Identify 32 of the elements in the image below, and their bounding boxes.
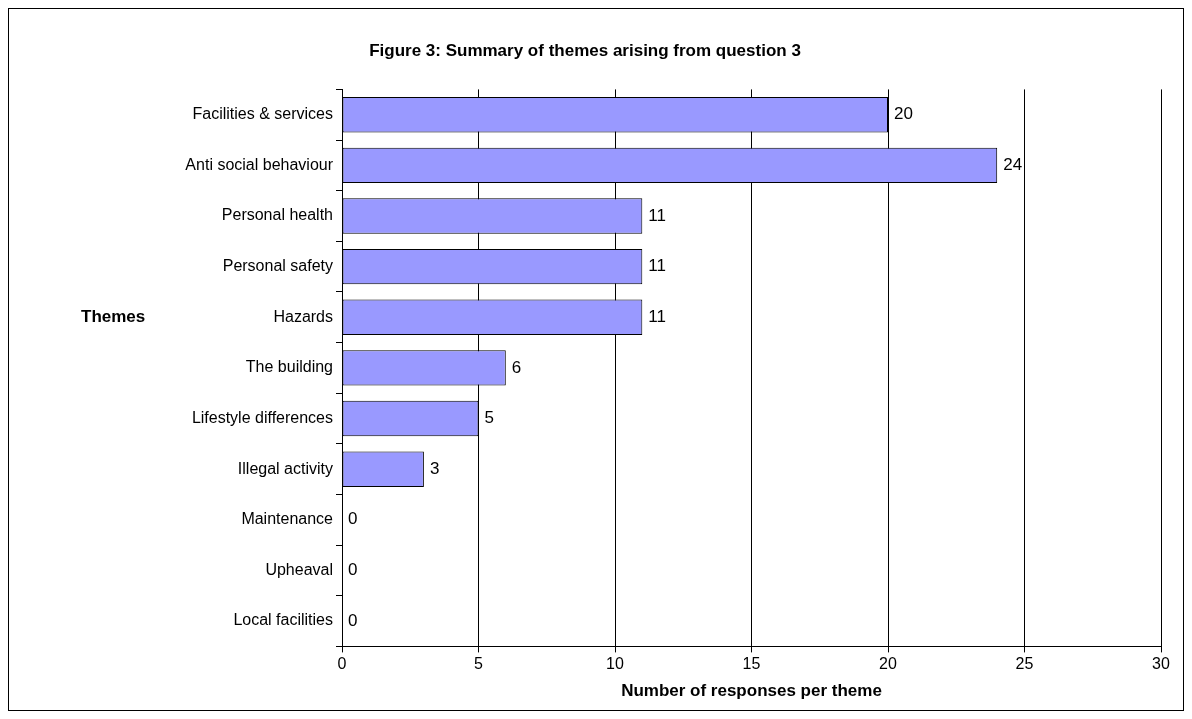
x-tick-label: 5	[474, 655, 484, 673]
data-label: 11	[648, 306, 666, 326]
x-tick-label: 15	[742, 655, 761, 673]
y-tick-label: Facilities & services	[192, 105, 333, 123]
data-label: 0	[348, 509, 358, 529]
data-label: 0	[348, 560, 358, 580]
y-tick-label: Personal health	[221, 206, 333, 224]
x-tick-label: 10	[606, 655, 624, 673]
y-tick-label: Lifestyle differences	[191, 408, 333, 426]
data-label: 3	[429, 458, 440, 478]
y-tick-label: Maintenance	[241, 510, 334, 528]
x-tick-label: 25	[1015, 655, 1034, 673]
chart-title: Figure 3: Summary of themes arising from question 3	[369, 40, 801, 60]
data-label: 11	[648, 256, 666, 276]
x-tick-label: 20	[879, 655, 897, 673]
y-tick-label: Local facilities	[233, 611, 333, 629]
data-label: 5	[484, 408, 494, 428]
data-label: 0	[348, 610, 358, 630]
x-tick-label: 30	[1152, 655, 1170, 673]
y-tick-label: Personal safety	[222, 257, 333, 275]
y-tick-label: The building	[245, 358, 333, 376]
y-tick-label: Hazards	[273, 307, 333, 325]
data-label: 24	[1003, 155, 1023, 175]
x-tick-label: 0	[337, 655, 347, 673]
data-label: 20	[894, 104, 913, 124]
data-label: 6	[511, 357, 522, 377]
y-tick-label: Upheaval	[265, 560, 333, 578]
y-tick-label: Illegal activity	[237, 459, 333, 477]
y-tick-label: Anti social behaviour	[185, 155, 334, 173]
x-axis-title: Number of responses per theme	[621, 681, 882, 701]
data-label: 11	[648, 205, 666, 225]
y-axis-title: Themes	[81, 307, 146, 327]
